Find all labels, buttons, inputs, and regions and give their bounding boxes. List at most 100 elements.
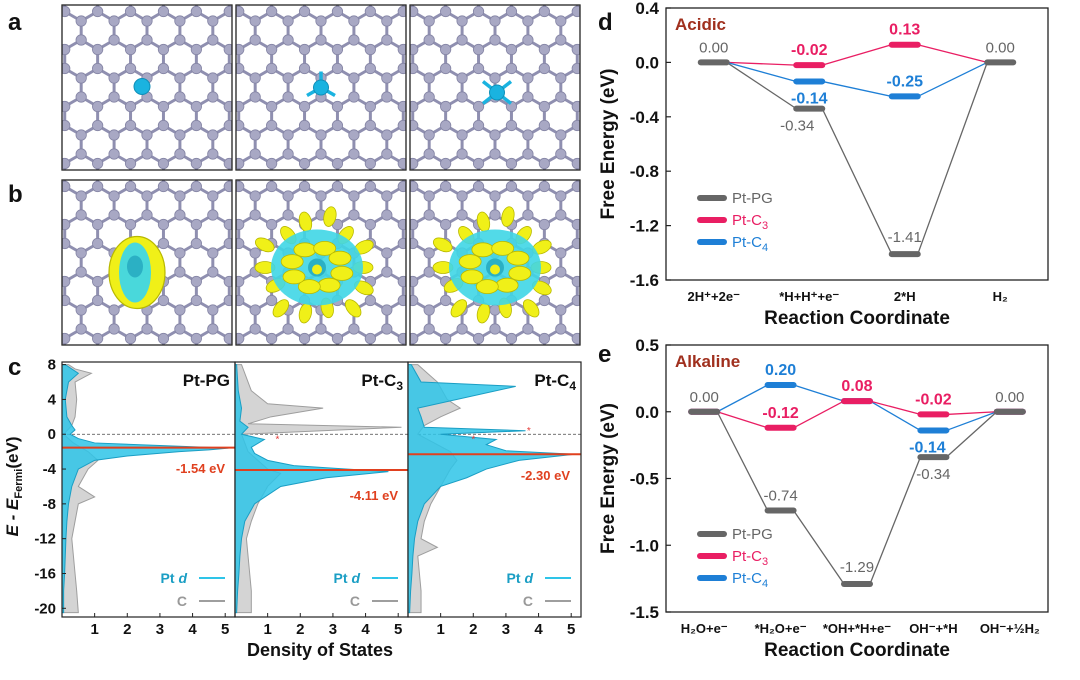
x-tick-label: 1 (436, 621, 444, 638)
connector-Pt-C3 (726, 61, 797, 66)
bond (643, 126, 659, 136)
connector-Pt-C3 (822, 44, 892, 66)
carbon-atom (331, 180, 344, 193)
carbon-atom (571, 294, 580, 307)
bond (32, 101, 48, 111)
carbon-atom (190, 294, 202, 307)
carbon-atom (236, 180, 245, 193)
bond (676, 97, 692, 107)
carbon-atom (423, 91, 435, 103)
isosurface-lobe (460, 269, 484, 285)
carbon-atom (282, 91, 294, 103)
legend-italic: d (524, 570, 533, 586)
carbon-atom (236, 43, 245, 56)
bond (32, 187, 48, 197)
bond (32, 443, 48, 453)
structure-panel-a3 (409, 4, 725, 193)
bond (15, 69, 31, 79)
carbon-atom (440, 62, 452, 75)
carbon-atom (423, 209, 435, 221)
bond (692, 183, 708, 193)
carbon-atom (364, 294, 376, 307)
carbon-atom (538, 332, 550, 345)
carbon-atom (348, 148, 360, 160)
y-tick-label: 8 (48, 357, 56, 374)
bond (354, 415, 370, 425)
isosurface-lobe (450, 299, 468, 318)
carbon-atom (522, 91, 534, 103)
carbon-atom (157, 180, 170, 193)
bond (643, 358, 659, 368)
bond (15, 240, 31, 250)
carbon-atom (223, 5, 232, 18)
y-tick-label: -1.6 (630, 271, 659, 290)
x-tick-label: 5 (394, 621, 402, 638)
bond (147, 415, 163, 425)
y-tick-label: 0.4 (635, 0, 659, 18)
connector-Pt-PG (869, 456, 922, 585)
value-label-pt-c3: -0.02 (791, 42, 828, 59)
carbon-atom (174, 209, 186, 221)
value-label-pt-c3: -0.02 (915, 391, 952, 408)
carbon-atoms (236, 5, 406, 170)
bond (0, 154, 15, 164)
carbon-atom (190, 100, 202, 113)
bond (114, 415, 130, 425)
value-label-pt-c4: -0.14 (909, 439, 946, 456)
carbon-atom (141, 148, 153, 160)
carbon-atom (298, 5, 311, 18)
carbon-atom (505, 43, 518, 56)
dos-chart: -1.54 eV Pt-PG 1 2 3 4 5 Pt d C -4.11 eV * Pt-C3 1 2 3… (3, 357, 582, 660)
value-label-pt-pg: 0.00 (995, 389, 1024, 406)
bond (147, 386, 163, 396)
carbon-atom (397, 294, 406, 307)
carbon-atom (236, 218, 245, 231)
carbon-atom (124, 180, 137, 193)
x-tick-label: 3 (502, 621, 510, 638)
carbon-atom (236, 294, 245, 307)
carbon-atom (571, 332, 580, 345)
carbon-atom (62, 237, 71, 250)
bond (163, 415, 179, 425)
bond (131, 386, 147, 396)
carbon-atom (348, 323, 360, 335)
bond (627, 386, 643, 396)
legend-label-pt-d: Pt d (507, 570, 534, 586)
carbon-atom (282, 190, 294, 202)
isosurface-center (312, 264, 322, 275)
bond (314, 386, 330, 396)
lattice (236, 5, 406, 170)
bond (0, 386, 15, 396)
carbon-atom (141, 15, 153, 27)
carbon-atom (571, 5, 580, 18)
bond (528, 415, 544, 425)
bond (660, 386, 676, 396)
carbon-atom (456, 15, 468, 27)
carbon-atom (410, 62, 419, 75)
bond (502, 415, 518, 425)
carbon-atom (207, 91, 219, 103)
carbon-atom (472, 180, 485, 193)
carbon-atom (489, 190, 501, 202)
carbon-atom (410, 180, 419, 193)
bond (660, 215, 676, 225)
isosurface-lobe (297, 279, 321, 295)
carbon-atom (423, 34, 435, 46)
carbon-atom (440, 157, 452, 170)
carbon-atom (236, 237, 245, 250)
bond (709, 126, 725, 136)
legend-label-pt_c4: Pt-C4 (732, 570, 768, 590)
carbon-atom (298, 332, 311, 345)
carbon-atom (397, 157, 406, 170)
carbon-atom (381, 34, 393, 46)
carbon-atom (538, 43, 550, 56)
carbon-atom (249, 323, 261, 335)
bond (660, 358, 676, 368)
pt-atom (313, 79, 329, 96)
carbon-atom (75, 209, 87, 221)
carbon-atom (92, 237, 104, 250)
axis-label-part: E - (3, 510, 22, 536)
carbon-atom (174, 190, 186, 202)
bond (15, 329, 31, 339)
carbon-atom (124, 332, 137, 345)
